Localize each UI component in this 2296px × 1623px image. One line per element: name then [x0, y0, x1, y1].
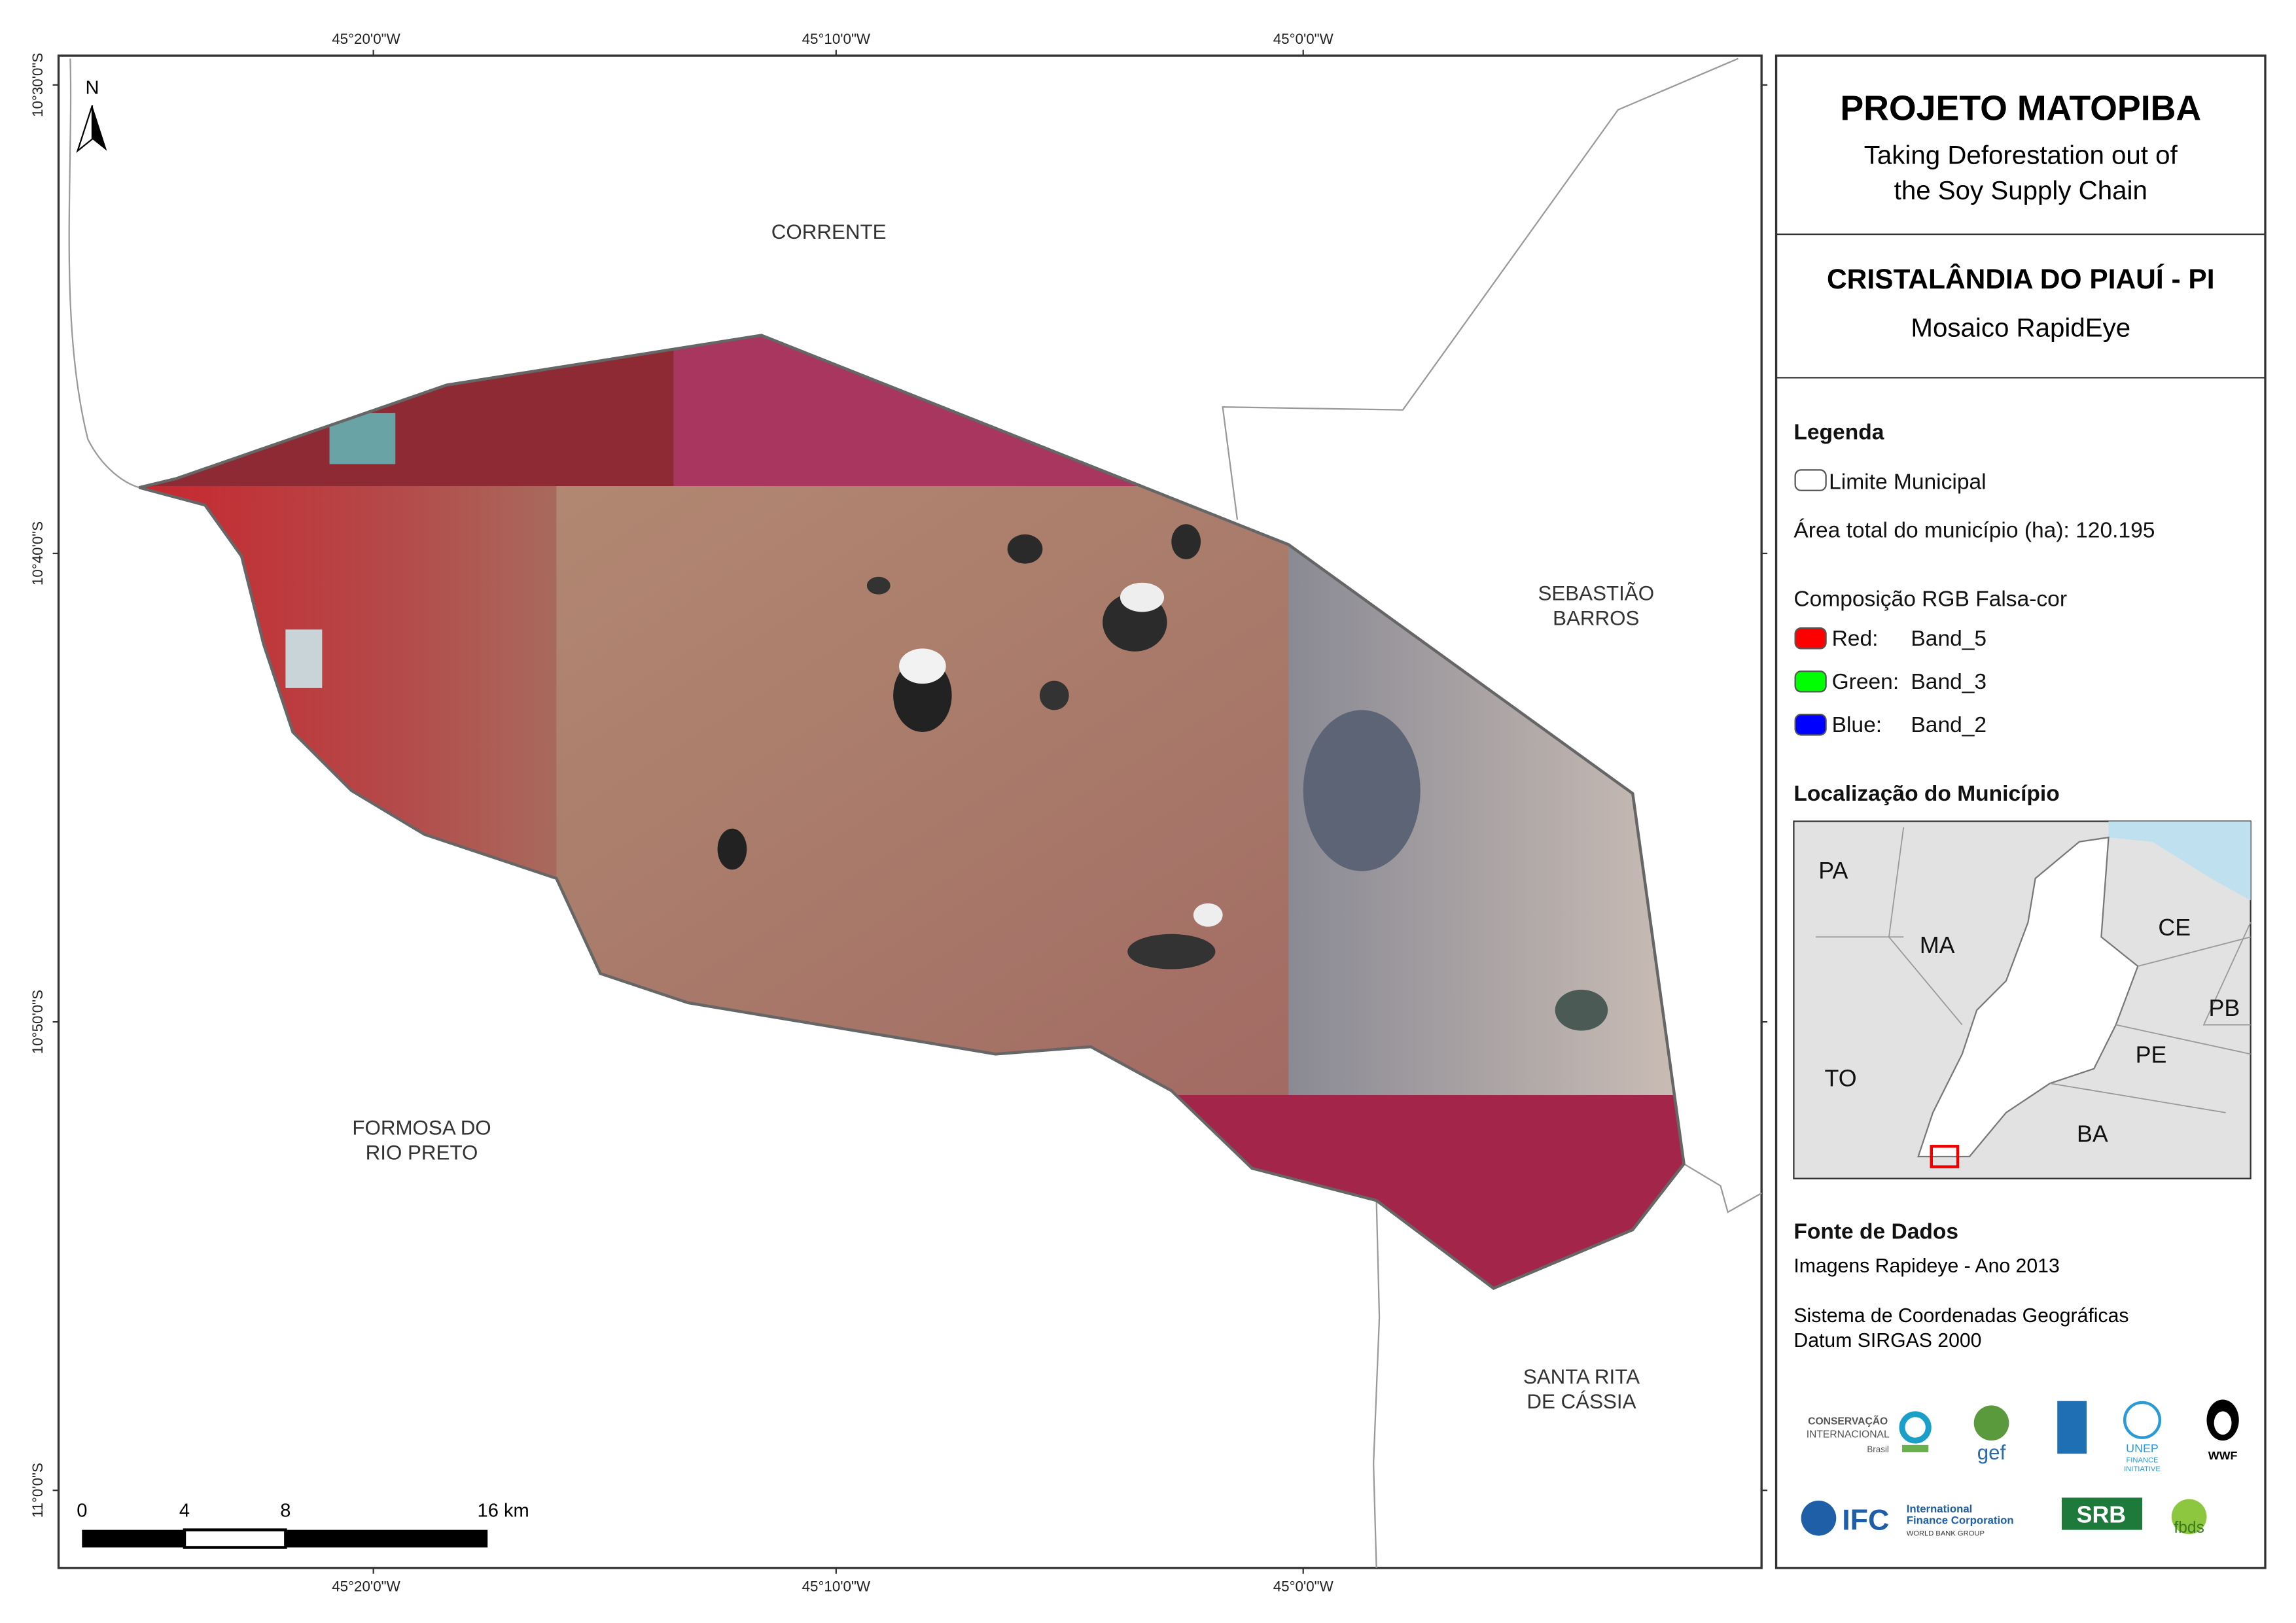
- sources-text: Imagens Rapideye - Ano 2013: [1793, 1255, 2059, 1277]
- legend-text: Composição RGB Falsa-cor: [1793, 587, 2067, 612]
- band-name: Band_5: [1911, 627, 1987, 651]
- logo-text: fbds: [2174, 1519, 2204, 1537]
- graticule-label: 45°10'0"W: [802, 31, 871, 47]
- municipality: CRISTALÂNDIA DO PIAUÍ - PI: [1827, 263, 2215, 295]
- inset-label: PA: [1818, 858, 1848, 884]
- logo-text: Brasil: [1867, 1444, 1889, 1454]
- place-label: DE CÁSSIA: [1527, 1390, 1636, 1413]
- inset-label: CE: [2158, 915, 2191, 941]
- logo-text: INTERNACIONAL: [1807, 1429, 1890, 1440]
- logo-text: UNEP: [2126, 1442, 2159, 1455]
- inset-label: PB: [2208, 995, 2240, 1021]
- subtitle: Taking Deforestation out of: [1864, 141, 2178, 170]
- band-swatch: [1794, 714, 1827, 736]
- legend-text: Área total do município (ha): 120.195: [1793, 518, 2155, 542]
- scale-bar: 0 4 8 16 km: [77, 1500, 529, 1549]
- sources-text: Sistema de Coordenadas Geográficas: [1793, 1305, 2128, 1327]
- logo-text: Finance Corporation: [1907, 1514, 2014, 1527]
- band-swatch: [1794, 627, 1827, 650]
- subtitle: the Soy Supply Chain: [1894, 175, 2147, 205]
- graticule-label: 11°0'0"S: [29, 1463, 46, 1518]
- scale-label: 4: [179, 1500, 190, 1521]
- band-name: Band_3: [1911, 670, 1987, 694]
- place-label: SEBASTIÃO: [1538, 582, 1654, 605]
- logo-text: WWF: [2208, 1449, 2238, 1462]
- logo-text: INITIATIVE: [2124, 1465, 2161, 1473]
- band-label: Blue:: [1832, 713, 1882, 737]
- graticule-label: 10°30'0"S: [29, 53, 46, 117]
- logo-text: IFC: [1842, 1504, 1889, 1537]
- graticule-label: 45°20'0"W: [332, 1579, 400, 1595]
- graticule-labels: 45°20'0"W 45°10'0"W 45°0'0"W 45°20'0"W 4…: [29, 31, 1334, 1594]
- north-label: N: [85, 77, 99, 98]
- band-label: Green:: [1832, 670, 1899, 694]
- graticule-ticks: [52, 50, 1768, 1574]
- location-heading: Localização do Município: [1793, 782, 2059, 806]
- logo-text: WORLD BANK GROUP: [1907, 1530, 1985, 1538]
- title: PROJETO MATOPIBA: [1840, 89, 2201, 128]
- side-panel: PROJETO MATOPIBA Taking Deforestation ou…: [1775, 54, 2267, 1569]
- place-label: CORRENTE: [771, 220, 887, 243]
- graticule-label: 45°0'0"W: [1273, 1579, 1334, 1595]
- scale-label: 0: [77, 1500, 87, 1521]
- logos: CONSERVAÇÃO INTERNACIONAL Brasil gef UNE…: [1801, 1399, 2239, 1538]
- inset-map: PA MA CE PB TO PE BA: [1793, 820, 2252, 1179]
- band-label: Red:: [1832, 627, 1879, 651]
- sources-heading: Fonte de Dados: [1793, 1219, 1958, 1244]
- scale-label: 16 km: [478, 1500, 529, 1521]
- limit-swatch: [1794, 469, 1827, 491]
- legend-text: Limite Municipal: [1829, 470, 1987, 494]
- graticule-label: 45°20'0"W: [332, 31, 400, 47]
- band-swatch: [1794, 670, 1827, 693]
- legend-heading: Legenda: [1793, 420, 1884, 444]
- logo-text: FINANCE: [2126, 1457, 2158, 1465]
- place-label: BARROS: [1553, 607, 1639, 630]
- sources-text: Datum SIRGAS 2000: [1793, 1330, 1981, 1352]
- band-legend: Red: Band_5 Green: Band_3 Blue: Band_2: [1794, 627, 1987, 737]
- band-name: Band_2: [1911, 713, 1987, 737]
- place-label: RIO PRETO: [366, 1141, 478, 1164]
- inset-label: BA: [2077, 1121, 2108, 1147]
- boundaries: [68, 58, 1762, 1568]
- inset-label: TO: [1824, 1066, 1856, 1092]
- scale-label: 8: [280, 1500, 291, 1521]
- place-label: SANTA RITA: [1523, 1365, 1640, 1388]
- graticule-label: 45°0'0"W: [1273, 31, 1334, 47]
- graticule-label: 10°50'0"S: [29, 990, 46, 1054]
- logo-text: CONSERVAÇÃO: [1808, 1414, 1888, 1427]
- mosaic: Mosaico RapidEye: [1911, 313, 2130, 343]
- inset-label: MA: [1920, 932, 1955, 958]
- logo-text: gef: [1977, 1441, 2006, 1464]
- graticule-label: 10°40'0"S: [29, 521, 46, 585]
- logo-text: International: [1907, 1503, 1973, 1515]
- inset-label: PE: [2136, 1042, 2167, 1068]
- municipality-limit: [139, 334, 1686, 1290]
- graticule-label: 45°10'0"W: [802, 1579, 871, 1595]
- logo-text: SRB: [2077, 1501, 2127, 1527]
- place-label: FORMOSA DO: [352, 1116, 491, 1139]
